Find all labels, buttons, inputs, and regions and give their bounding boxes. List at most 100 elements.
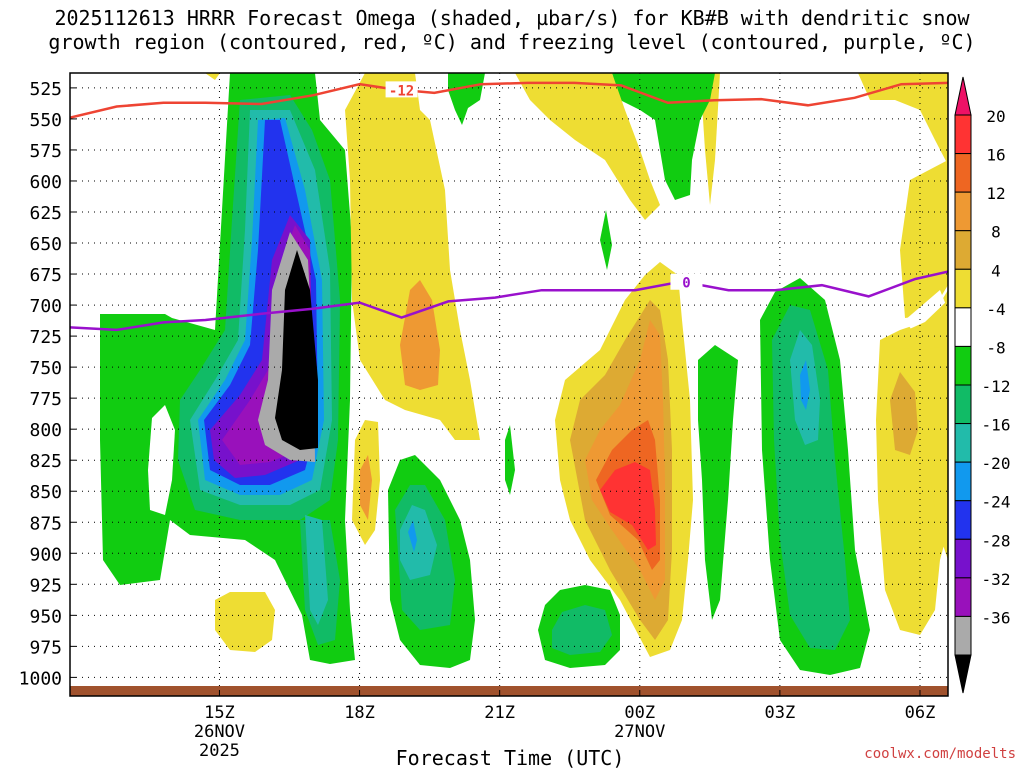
plot-frame [69, 72, 949, 697]
omega-region-sliver-1 [505, 425, 515, 495]
y-tick-label: 575 [29, 141, 62, 162]
x-tick-date: 26NOV [194, 722, 245, 742]
colorbar-swatch [954, 423, 972, 463]
chart-title-line-2: growth region (contoured, red, ºC) and f… [48, 30, 976, 54]
omega-region-band4-blue [800, 360, 810, 410]
dgz-contour-line [70, 81, 948, 119]
colorbar: 20 16 12 8 4 -4 -8 -12 -16 -20 -24 -28 -32 -36 [954, 76, 1011, 694]
y-tick-label: 900 [29, 544, 62, 565]
colorbar-label: -4 [986, 300, 1005, 319]
x-tick-year: 2025 [199, 741, 240, 761]
colorbar-swatch [954, 191, 972, 232]
y-axis: 525 550 575 600 625 650 675 700 725 750 775 800 825 8… [19, 79, 76, 689]
colorbar-swatch [954, 268, 972, 309]
omega-hole-band1 [148, 405, 175, 515]
omega-region-upward-red-1 [600, 462, 656, 550]
colorbar-label: 16 [986, 146, 1005, 165]
omega-region-upward-orange-2 [360, 455, 372, 520]
y-tick-label: 850 [29, 482, 62, 503]
colorbar-label: -16 [982, 416, 1011, 435]
colorbar-swatch [954, 230, 972, 270]
freezing-level-line [70, 270, 948, 332]
colorbar-swatch [954, 384, 972, 425]
omega-region-band1-lower-cyan [305, 515, 328, 625]
omega-region-upward-yellow-1 [345, 73, 480, 440]
colorbar-label: -20 [982, 454, 1011, 473]
colorbar-label: 20 [986, 107, 1005, 126]
gridlines [70, 73, 948, 696]
y-tick-label: 525 [29, 79, 62, 100]
omega-region-band2-cyan [400, 505, 437, 580]
colorbar-top-arrow [954, 76, 972, 116]
dgz-contour-label: -12 [389, 83, 414, 99]
colorbar-swatch [954, 500, 972, 540]
y-tick-label: 725 [29, 327, 62, 348]
omega-region-upward-yellow-11 [930, 475, 948, 560]
colorbar-swatch [954, 461, 972, 502]
colorbar-swatch [954, 345, 972, 386]
colorbar-swatch [954, 577, 972, 617]
x-tick-label: 15Z [204, 703, 235, 723]
y-tick-label: 800 [29, 420, 62, 441]
colorbar-label: -28 [982, 531, 1011, 550]
y-tick-label: 700 [29, 296, 62, 317]
contour-label-bg [385, 81, 418, 98]
omega-region-band3-teal [552, 605, 612, 655]
y-tick-label: 675 [29, 265, 62, 286]
y-tick-label: 550 [29, 110, 62, 131]
y-tick-label: 600 [29, 172, 62, 193]
omega-region-top-yellow-2 [515, 73, 660, 220]
colorbar-swatch [954, 538, 972, 579]
y-tick-label: 975 [29, 637, 62, 658]
omega-region-band1-black [275, 250, 318, 450]
x-tick-label: 21Z [484, 703, 515, 723]
colorbar-label: 12 [986, 184, 1005, 203]
colorbar-label: -12 [982, 377, 1011, 396]
source-credit: coolwx.com/modelts [864, 746, 1016, 762]
y-tick-label: 1000 [19, 668, 62, 689]
y-tick-label: 925 [29, 575, 62, 596]
omega-region-upward-yellow-7 [876, 290, 948, 635]
omega-region-sliver-2 [600, 210, 612, 270]
colorbar-swatch [954, 307, 972, 347]
colorbar-label: -24 [982, 493, 1011, 512]
colorbar-label: -32 [982, 570, 1011, 589]
x-tick-label: 18Z [344, 703, 375, 723]
contour-lines: -12 0 [70, 81, 948, 332]
colorbar-label: 8 [991, 223, 1001, 242]
x-tick-label: 00Z [624, 703, 655, 723]
y-tick-label: 875 [29, 513, 62, 534]
colorbar-swatch [954, 114, 972, 155]
omega-region-upward-yellow-8 [858, 73, 948, 165]
chart-title-line-1: 2025112613 HRRR Forecast Omega (shaded, … [54, 6, 970, 30]
x-tick-label: 06Z [905, 703, 936, 723]
omega-region-upward-orange-6 [890, 372, 918, 455]
x-tick-date: 27NOV [614, 722, 665, 742]
y-tick-label: 750 [29, 358, 62, 379]
omega-region-band2-blue [408, 520, 417, 552]
x-axis-label: Forecast Time (UTC) [396, 746, 625, 768]
colorbar-bottom-arrow [954, 654, 972, 694]
colorbar-swatch [954, 153, 972, 193]
colorbar-label: -36 [982, 608, 1011, 627]
x-tick-label: 03Z [765, 703, 796, 723]
colorbar-label: -8 [986, 338, 1005, 357]
omega-region-upward-yellow-3 [215, 592, 275, 652]
colorbar-swatch [954, 615, 972, 656]
omega-region-upward-yellow-6 [205, 73, 220, 80]
omega-region-band4-teal [772, 305, 850, 650]
ground-surface [70, 686, 948, 696]
omega-region-upward-yellow-10 [885, 300, 948, 350]
y-tick-label: 825 [29, 451, 62, 472]
freezing-level-label: 0 [682, 276, 690, 292]
omega-region-upward-yellow-9 [900, 160, 948, 318]
omega-shading [100, 73, 948, 675]
omega-region-top-green-2 [612, 73, 715, 200]
y-tick-label: 950 [29, 606, 62, 627]
y-tick-label: 625 [29, 203, 62, 224]
y-tick-label: 775 [29, 389, 62, 410]
y-tick-label: 650 [29, 234, 62, 255]
contour-label-bg [670, 273, 703, 290]
